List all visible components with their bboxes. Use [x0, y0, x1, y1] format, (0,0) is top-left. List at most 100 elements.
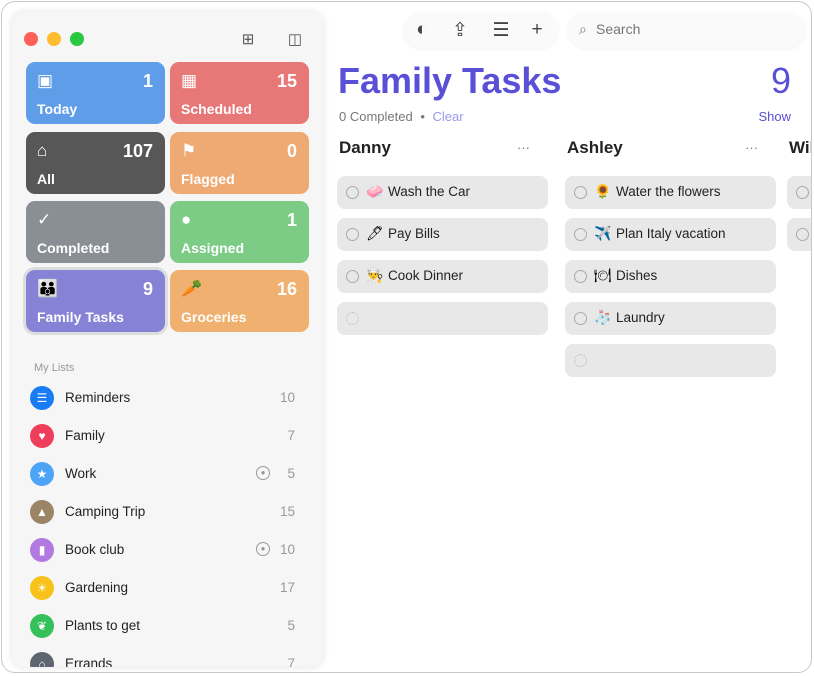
search-input[interactable] [596, 21, 786, 37]
task-emoji: ✈️ [594, 225, 612, 241]
smart-list-flagged[interactable]: ⚑ 0 Flagged [170, 132, 309, 194]
smart-list-all[interactable]: ⌂ 107 All [26, 132, 165, 194]
share-with-icon[interactable]: ◐ [416, 19, 428, 40]
smart-list-count: 9 [142, 279, 153, 299]
smart-list-groceries[interactable]: 🥕 16 Groceries [170, 270, 309, 332]
checkbox[interactable] [346, 186, 359, 199]
list-item[interactable]: ♥ Family 7 [28, 420, 308, 452]
column-danny: Danny ··· 🧼 Wash the Car 🖊 Pay Bills 👨‍🍳 Cook D… [337, 138, 548, 335]
task-title: Pay Bills [388, 226, 440, 241]
column-ashley: Ashley ··· 🌻 Water the flowers ✈️ Plan Italy … [565, 138, 776, 377]
sidebar: ⊞ ◫ ▣ 1 Today ▦ 15 Scheduled ⌂ 107 All ⚑ 0 Flagged ✓… [12, 12, 323, 667]
leaf-icon: ❦ [30, 614, 54, 638]
completed-count: 0 Completed [339, 109, 413, 124]
smart-list-label: Groceries [181, 309, 247, 325]
list-item[interactable]: ⌂ Errands 7 [28, 648, 308, 667]
smart-list-label: Family Tasks [37, 309, 124, 325]
smart-list-count: 16 [276, 279, 297, 299]
house-icon: ⌂ [30, 652, 54, 667]
smart-list-label: Completed [37, 240, 110, 256]
list-name: Camping Trip [65, 504, 146, 519]
list-count: 7 [287, 428, 295, 443]
checkbox[interactable] [574, 186, 587, 199]
zoom-button[interactable] [70, 32, 84, 46]
list-count: 7 [287, 656, 295, 667]
column-title: Wil [789, 138, 812, 157]
checkbox[interactable] [574, 228, 587, 241]
list-name: Family [65, 428, 105, 443]
smart-list-label: Today [37, 101, 78, 117]
column-title: Danny [339, 138, 391, 157]
task-title: Plan Italy vacation [616, 226, 726, 241]
list-item[interactable]: ★ Work ● 5 [28, 458, 308, 490]
list-name: Errands [65, 656, 113, 667]
sidebar-toggle-icon[interactable]: ◫ [287, 31, 303, 48]
task-title: Water the flowers [616, 184, 721, 199]
list-name: Gardening [65, 580, 129, 595]
flag-icon: ⚑ [181, 141, 197, 160]
checkbox[interactable] [346, 270, 359, 283]
checkbox[interactable] [796, 228, 809, 241]
more-icon[interactable]: ··· [517, 140, 530, 155]
list-item[interactable]: ☀ Gardening 17 [28, 572, 308, 604]
add-icon[interactable]: + [531, 19, 543, 40]
calendar-today-icon: ▣ [37, 71, 54, 90]
show-button[interactable]: Show [758, 109, 791, 124]
task-row[interactable]: ✈️ Plan Italy vacation [565, 218, 776, 251]
list-item[interactable]: ❦ Plants to get 5 [28, 610, 308, 642]
carrot-icon: 🥕 [181, 279, 203, 298]
list-count: 10 [279, 390, 295, 405]
checkbox[interactable] [574, 312, 587, 325]
family-icon: 👪 [37, 279, 59, 298]
task-row[interactable]: 🖊 Pay Bills [337, 218, 548, 251]
minimize-button[interactable] [47, 32, 61, 46]
task-title: Laundry [616, 310, 665, 325]
smart-list-count: 0 [286, 141, 297, 161]
close-button[interactable] [24, 32, 38, 46]
checkmark-icon: ✓ [37, 210, 52, 229]
new-list-icon[interactable]: ⊞ [241, 31, 255, 48]
task-row[interactable]: 🌻 Water the flowers [565, 176, 776, 209]
star-icon: ★ [30, 462, 54, 486]
tent-icon: ▲ [30, 500, 54, 524]
task-row[interactable]: 🧦 Laundry [565, 302, 776, 335]
smart-list-assigned[interactable]: ● 1 Assigned [170, 201, 309, 263]
smart-list-family-tasks[interactable]: 👪 9 Family Tasks [26, 270, 165, 332]
smart-list-completed[interactable]: ✓ Completed [26, 201, 165, 263]
list-item[interactable]: ▲ Camping Trip 15 [28, 496, 308, 528]
list-count: 5 [287, 466, 295, 481]
my-lists-header: My Lists [34, 362, 75, 374]
task-count: 9 [770, 60, 791, 101]
view-options-icon[interactable]: ☰ [492, 20, 510, 41]
search-field[interactable]: ⌕ [568, 12, 805, 48]
smart-list-today[interactable]: ▣ 1 Today [26, 62, 165, 124]
list-name: Reminders [65, 390, 131, 405]
smart-list-count: 1 [142, 71, 153, 91]
search-icon: ⌕ [579, 21, 587, 37]
checkbox[interactable] [346, 228, 359, 241]
list-item[interactable]: ▮ Book club ● 10 [28, 534, 308, 566]
checkbox[interactable] [346, 312, 359, 325]
toolbar: ◐ ⇪ ☰ + [404, 12, 558, 48]
shared-icon: ● [256, 466, 270, 480]
new-task-row[interactable] [337, 302, 548, 335]
list-count: 15 [279, 504, 295, 519]
new-task-row[interactable] [787, 176, 811, 209]
smart-list-label: All [37, 171, 55, 187]
checkbox[interactable] [574, 270, 587, 283]
task-row[interactable]: 👨‍🍳 Cook Dinner [337, 260, 548, 293]
checkbox[interactable] [574, 354, 587, 367]
new-task-row[interactable] [787, 218, 811, 251]
task-row[interactable]: 🧼 Wash the Car [337, 176, 548, 209]
share-icon[interactable]: ⇪ [452, 20, 468, 41]
checkbox[interactable] [796, 186, 809, 199]
task-title: Wash the Car [388, 184, 471, 199]
smart-list-scheduled[interactable]: ▦ 15 Scheduled [170, 62, 309, 124]
clear-button[interactable]: Clear [432, 109, 464, 124]
list-item[interactable]: ☰ Reminders 10 [28, 382, 308, 414]
more-icon[interactable]: ··· [745, 140, 758, 155]
task-title: Dishes [616, 268, 658, 283]
task-row[interactable]: 🍽 Dishes [565, 260, 776, 293]
new-task-row[interactable] [565, 344, 776, 377]
